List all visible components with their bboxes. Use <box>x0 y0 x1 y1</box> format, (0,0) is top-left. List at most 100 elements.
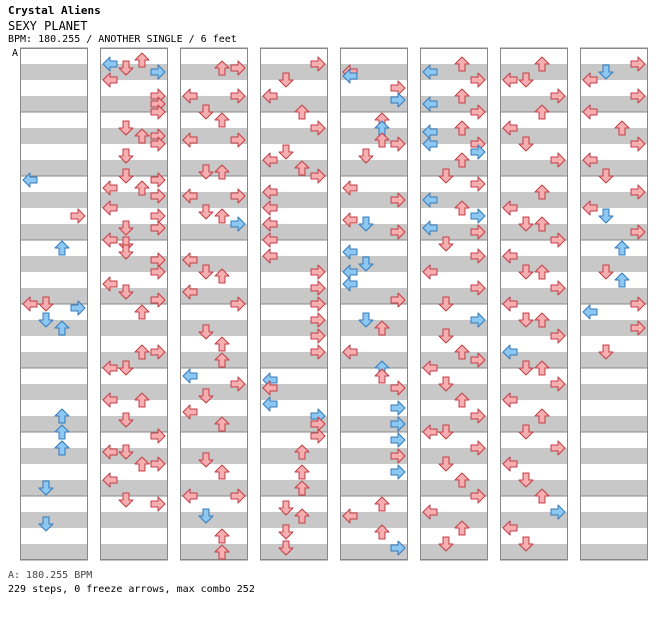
step-arrow-right-icon <box>230 376 246 392</box>
beat-stripe <box>580 320 648 336</box>
beat-stripe <box>260 448 328 464</box>
step-arrow-down-icon <box>358 256 374 272</box>
beat-stripe <box>500 448 568 464</box>
step-arrow-up-icon <box>134 304 150 320</box>
step-arrow-left-icon <box>262 200 278 216</box>
beat-stripe <box>20 480 88 496</box>
step-arrow-left-icon <box>22 296 38 312</box>
beat-stripe <box>420 448 488 464</box>
step-arrow-right-icon <box>310 56 326 72</box>
beat-stripe <box>500 352 568 368</box>
step-arrow-up-icon <box>614 120 630 136</box>
beat-stripe <box>100 544 168 560</box>
step-arrow-up-icon <box>534 360 550 376</box>
step-arrow-left-icon <box>182 252 198 268</box>
step-arrow-down-icon <box>118 168 134 184</box>
step-arrow-right-icon <box>550 440 566 456</box>
step-arrow-right-icon <box>630 88 646 104</box>
chart-column <box>420 47 488 561</box>
step-arrow-right-icon <box>150 136 166 152</box>
step-arrow-down-icon <box>518 424 534 440</box>
step-arrow-left-icon <box>102 200 118 216</box>
step-arrow-right-icon <box>390 540 406 556</box>
step-arrow-up-icon <box>454 344 470 360</box>
step-arrow-left-icon <box>582 72 598 88</box>
beat-stripe <box>260 192 328 208</box>
step-arrow-left-icon <box>102 360 118 376</box>
step-arrow-right-icon <box>150 220 166 236</box>
step-arrow-down-icon <box>598 168 614 184</box>
step-arrow-up-icon <box>534 104 550 120</box>
step-arrow-right-icon <box>470 224 486 240</box>
step-arrow-right-icon <box>630 136 646 152</box>
beat-stripe <box>20 320 88 336</box>
column-border <box>580 48 648 560</box>
step-arrow-left-icon <box>102 392 118 408</box>
column-border <box>500 48 568 560</box>
step-arrow-up-icon <box>54 240 70 256</box>
beat-stripe <box>580 544 648 560</box>
chart-column <box>500 47 568 561</box>
beat-stripe <box>420 320 488 336</box>
beat-stripe <box>420 512 488 528</box>
step-arrow-right-icon <box>150 188 166 204</box>
step-arrow-right-icon <box>550 88 566 104</box>
step-arrow-right-icon <box>470 488 486 504</box>
step-arrow-left-icon <box>342 68 358 84</box>
step-arrow-left-icon <box>262 88 278 104</box>
chart-info: BPM: 180.255 / ANOTHER SINGLE / 6 feet <box>8 34 237 45</box>
beat-stripe <box>340 224 408 240</box>
step-arrow-left-icon <box>262 396 278 412</box>
step-arrow-down-icon <box>438 536 454 552</box>
step-arrow-left-icon <box>422 136 438 152</box>
step-arrow-up-icon <box>454 392 470 408</box>
beat-stripe <box>420 288 488 304</box>
step-arrow-down-icon <box>518 360 534 376</box>
beat-stripe <box>580 160 648 176</box>
step-arrow-right-icon <box>470 408 486 424</box>
chart-column <box>20 47 88 561</box>
step-arrow-right-icon <box>390 192 406 208</box>
step-arrow-down-icon <box>438 168 454 184</box>
step-arrow-up-icon <box>134 52 150 68</box>
step-arrow-down-icon <box>38 312 54 328</box>
step-arrow-left-icon <box>502 120 518 136</box>
step-arrow-up-icon <box>214 112 230 128</box>
step-arrow-left-icon <box>262 152 278 168</box>
step-arrow-right-icon <box>470 144 486 160</box>
step-arrow-down-icon <box>598 344 614 360</box>
beat-stripe <box>340 352 408 368</box>
beat-stripe <box>260 512 328 528</box>
step-arrow-down-icon <box>118 148 134 164</box>
beat-stripe <box>420 480 488 496</box>
beat-stripe <box>580 480 648 496</box>
step-arrow-left-icon <box>342 276 358 292</box>
beat-stripe <box>100 416 168 432</box>
beat-stripe <box>180 544 248 560</box>
step-arrow-right-icon <box>310 344 326 360</box>
beat-stripe <box>260 256 328 272</box>
step-arrow-right-icon <box>470 352 486 368</box>
step-arrow-up-icon <box>294 104 310 120</box>
step-arrow-right-icon <box>150 104 166 120</box>
step-arrow-left-icon <box>422 96 438 112</box>
step-arrow-right-icon <box>310 168 326 184</box>
step-arrow-right-icon <box>230 296 246 312</box>
column-border <box>20 48 88 560</box>
step-arrow-right-icon <box>630 296 646 312</box>
step-arrow-left-icon <box>182 368 198 384</box>
column-border <box>260 48 328 560</box>
beat-stripe <box>20 288 88 304</box>
step-arrow-down-icon <box>278 540 294 556</box>
step-arrow-left-icon <box>342 212 358 228</box>
beat-stripe <box>100 512 168 528</box>
beat-stripe <box>20 224 88 240</box>
step-arrow-down-icon <box>278 144 294 160</box>
step-arrow-right-icon <box>390 432 406 448</box>
step-arrow-right-icon <box>390 92 406 108</box>
step-arrow-left-icon <box>502 248 518 264</box>
step-arrow-left-icon <box>262 216 278 232</box>
beat-stripe <box>420 544 488 560</box>
step-arrow-left-icon <box>502 392 518 408</box>
step-arrow-right-icon <box>470 176 486 192</box>
